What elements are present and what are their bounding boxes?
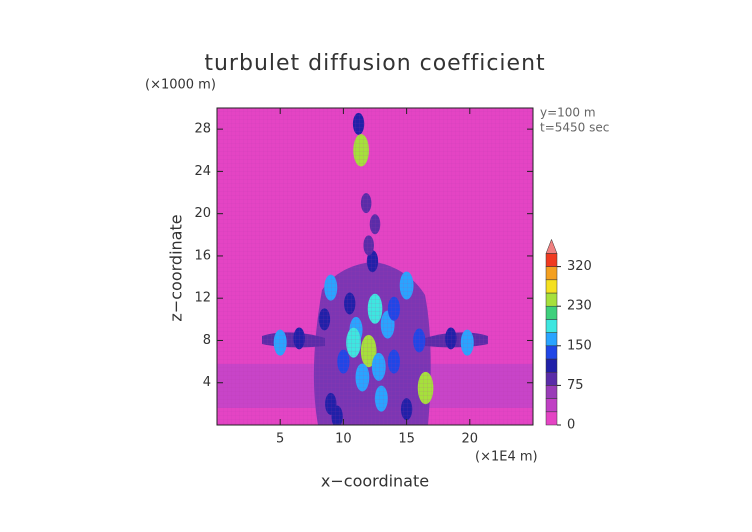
y-unit-label: (×1000 m): [145, 78, 216, 93]
chart-title: turbulet diffusion coefficient: [204, 51, 545, 76]
x-axis-label: x−coordinate: [321, 472, 429, 491]
colorbar-segment: [545, 305, 558, 320]
colorbar-segment: [545, 371, 558, 386]
colorbar-segment: [545, 253, 558, 267]
annotation: t=5450 sec: [540, 121, 609, 135]
plot-frame: [216, 107, 534, 426]
y-tick-label: 16: [194, 248, 211, 263]
colorbar-tick-label: 0: [567, 418, 575, 433]
x-tick-label: 5: [276, 432, 284, 447]
colorbar-extend: [545, 238, 558, 254]
colorbar-segment: [545, 345, 558, 360]
colorbar-tick-label: 75: [567, 378, 584, 393]
colorbar-segment: [545, 358, 558, 373]
x-unit-label: (×1E4 m): [475, 450, 538, 465]
colorbar-segment: [545, 385, 558, 399]
colorbar-segment: [545, 319, 558, 333]
y-tick-label: 4: [203, 375, 211, 390]
colorbar-segment: [545, 292, 558, 307]
x-tick-label: 20: [462, 432, 479, 447]
y-tick-label: 28: [194, 122, 211, 137]
colorbar-segment: [545, 266, 558, 281]
colorbar-segment: [545, 279, 558, 294]
y-tick-label: 24: [194, 164, 211, 179]
x-tick-label: 10: [335, 432, 352, 447]
colorbar-segment: [545, 411, 558, 426]
y-tick-label: 12: [194, 291, 211, 306]
fine-grid: [217, 108, 533, 425]
y-tick-label: 20: [194, 206, 211, 221]
y-axis-label: z−coordinate: [167, 214, 186, 321]
x-tick-label: 15: [398, 432, 415, 447]
y-tick-label: 8: [203, 333, 211, 348]
colorbar-segment: [545, 398, 558, 413]
colorbar-tick-label: 320: [567, 259, 592, 274]
colorbar-segment: [545, 332, 558, 347]
annotation: y=100 m: [540, 106, 596, 120]
colorbar-tick-label: 150: [567, 338, 592, 353]
colorbar-tick-label: 230: [567, 299, 592, 314]
